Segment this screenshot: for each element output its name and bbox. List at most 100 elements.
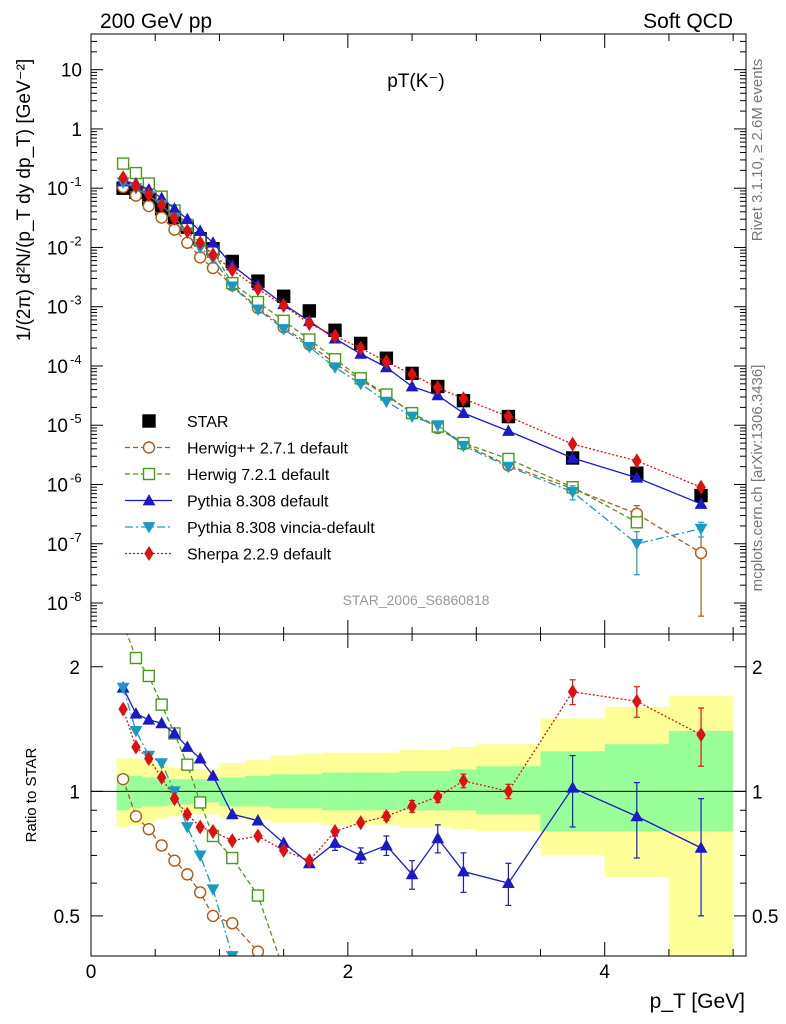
spectrum-line-herwig-2-7-1-default: [122, 186, 702, 554]
spectrum-point-herwig-7-2-1-default-0: [116, 157, 130, 170]
spectrum-point-sherpa-2-2-9-default-13: [355, 340, 366, 356]
spectrum-point-pythia-8-308-default-15: [405, 379, 419, 392]
spectrum-y-tick-label: 10: [47, 179, 68, 200]
spectrum-point-pythia-8-308-default-21: [694, 497, 708, 509]
ratio-point-sherpa-2-2-9-default-7: [208, 823, 218, 839]
legend-label-herwig-7-2-1-default: Herwig 7.2.1 default: [187, 467, 330, 484]
ratio-point-herwig-7-2-1-default-9: [251, 889, 265, 902]
spectrum-y-tick-exponent: -1: [70, 174, 82, 189]
spectrum-point-pythia-8-308-vincia-default-12: [328, 362, 342, 374]
ratio-point-sherpa-2-2-9-default-8: [227, 833, 237, 849]
ratio-point-pythia-8-308-vincia-default-0: [116, 682, 130, 695]
spectrum-point-pythia-8-308-vincia-default-16: [431, 420, 445, 432]
spectrum-point-sherpa-2-2-9-default-20: [632, 453, 642, 469]
ratio-point-sherpa-2-2-9-default-16: [433, 789, 443, 805]
ratio-point-sherpa-2-2-9-default-1: [131, 739, 141, 755]
legend-marker-sherpa-2-2-9-default: [144, 545, 154, 562]
ratio-point-pythia-8-308-default-4: [168, 726, 181, 739]
spectrum-y-tick-label: 10: [47, 535, 68, 556]
ratio-point-pythia-8-308-default-15: [405, 867, 419, 880]
spectrum-point-pythia-8-308-vincia-default-21: [694, 523, 708, 536]
spectrum-point-sherpa-2-2-9-default-14: [381, 354, 392, 370]
rivet-version-label: Rivet 3.1.10, ≥ 2.6M events: [749, 59, 766, 242]
spectrum-y-tick-exponent: -6: [70, 470, 82, 485]
spectrum-point-pythia-8-308-vincia-default-13: [354, 378, 368, 391]
spectrum-point-sherpa-2-2-9-default-15: [407, 366, 417, 382]
ratio-point-sherpa-2-2-9-default-3: [156, 769, 167, 786]
spectrum-point-herwig-2-7-1-default-5: [181, 236, 194, 249]
spectrum-point-sherpa-2-2-9-default-16: [433, 380, 443, 396]
ratio-point-pythia-8-308-default-7: [206, 769, 220, 781]
ratio-y-tick-label-right: 1: [752, 782, 763, 803]
ratio-point-pythia-8-308-default-6: [193, 752, 207, 764]
header-category-label: Soft QCD: [643, 10, 733, 33]
ratio-point-sherpa-2-2-9-default-9: [253, 828, 263, 844]
spectrum-point-sherpa-2-2-9-default-11: [304, 316, 315, 332]
stat-band-1: [129, 775, 143, 809]
ratio-point-herwig-7-2-1-default-6: [193, 796, 207, 809]
spectrum-point-sherpa-2-2-9-default-19: [567, 436, 578, 452]
legend-label-pythia-8-308-default: Pythia 8.308 default: [187, 494, 329, 511]
ratio-point-herwig-2-7-1-default-5: [181, 868, 194, 881]
ratio-point-sherpa-2-2-9-default-5: [182, 806, 193, 822]
spectrum-point-herwig-7-2-1-default-20: [630, 516, 644, 529]
ratio-point-herwig-2-7-1-default-4: [168, 854, 181, 867]
ratio-point-pythia-8-308-default-3: [155, 716, 168, 729]
spectrum-plot-frame: [90, 33, 747, 635]
ratio-point-pythia-8-308-default-21: [694, 841, 708, 853]
spectrum-point-pythia-8-308-default-19: [566, 451, 579, 463]
ratio-point-herwig-2-7-1-default-6: [193, 886, 207, 899]
spectrum-point-sherpa-2-2-9-default-18: [503, 409, 514, 425]
ratio-y-tick-label: 1: [69, 782, 80, 803]
ratio-y-tick-label: 2: [69, 658, 80, 679]
ratio-point-pythia-8-308-vincia-default-3: [155, 758, 168, 770]
spectrum-y-tick-label: 10: [47, 475, 68, 496]
ratio-y-tick-label-right: 2: [752, 658, 763, 679]
legend-label-star: STAR: [187, 414, 228, 431]
spectrum-point-sherpa-2-2-9-default-7: [208, 247, 218, 263]
ratio-point-herwig-7-2-1-default-1: [129, 651, 143, 665]
spectrum-point-pythia-8-308-vincia-default-8: [225, 281, 239, 293]
ratio-point-sherpa-2-2-9-default-17: [458, 773, 469, 789]
spectrum-y-tick-label: 10: [47, 416, 68, 437]
stat-band-8: [219, 777, 246, 807]
legend-label-sherpa-2-2-9-default: Sherpa 2.2.9 default: [187, 547, 332, 564]
ratio-point-sherpa-2-2-9-default-19: [567, 684, 578, 700]
spectrum-point-sherpa-2-2-9-default-5: [182, 223, 193, 239]
legend-marker-pythia-8-308-default: [142, 493, 156, 506]
ratio-point-pythia-8-308-default-9: [251, 814, 265, 826]
spectrum-point-sherpa-2-2-9-default-8: [227, 262, 237, 278]
ratio-y-axis-label: Ratio to STAR: [23, 747, 40, 842]
analysis-name-label: STAR_2006_S6860818: [343, 592, 490, 608]
spectrum-point-pythia-8-308-vincia-default-18: [502, 461, 515, 474]
ratio-point-pythia-8-308-default-16: [431, 831, 445, 844]
header-collision-label: 200 GeV pp: [100, 10, 212, 33]
spectrum-point-pythia-8-308-vincia-default-17: [457, 440, 470, 453]
spectrum-point-pythia-8-308-vincia-default-14: [380, 396, 393, 409]
ratio-line-sherpa-2-2-9-default: [122, 691, 702, 862]
spectrum-point-sherpa-2-2-9-default-1: [131, 178, 141, 194]
legend-label-pythia-8-308-vincia-default: Pythia 8.308 vincia-default: [187, 520, 375, 537]
spectrum-y-tick-label: 10: [47, 238, 68, 259]
x-tick-label: 0: [86, 962, 97, 983]
spectrum-point-sherpa-2-2-9-default-12: [330, 328, 340, 344]
ratio-point-herwig-2-7-1-default-1: [129, 810, 143, 823]
spectrum-point-herwig-7-2-1-default-1: [129, 166, 143, 180]
ratio-point-herwig-2-7-1-default-9: [251, 945, 265, 956]
spectrum-plot-title: pT(K⁻): [387, 71, 445, 92]
spectrum-point-pythia-8-308-default-17: [457, 406, 470, 419]
ratio-y-tick-label-right: 0.5: [752, 907, 778, 928]
ratio-point-sherpa-2-2-9-default-2: [144, 751, 154, 767]
ratio-point-pythia-8-308-default-19: [566, 781, 579, 793]
spectrum-point-pythia-8-308-vincia-default-20: [630, 538, 644, 551]
ratio-point-pythia-8-308-vincia-default-5: [180, 822, 194, 834]
ratio-point-pythia-8-308-default-20: [630, 809, 644, 822]
spectrum-y-tick-label: 10: [47, 357, 68, 378]
spectrum-point-sherpa-2-2-9-default-21: [696, 479, 706, 495]
spectrum-point-herwig-2-7-1-default-3: [155, 211, 168, 224]
x-axis-label: p_T [GeV]: [650, 990, 745, 1013]
legend-marker-star: [142, 414, 156, 428]
ratio-plot-frame: [90, 633, 747, 957]
spectrum-y-tick-label: 1: [71, 120, 82, 141]
ratio-point-herwig-7-2-1-default-3: [155, 698, 168, 711]
